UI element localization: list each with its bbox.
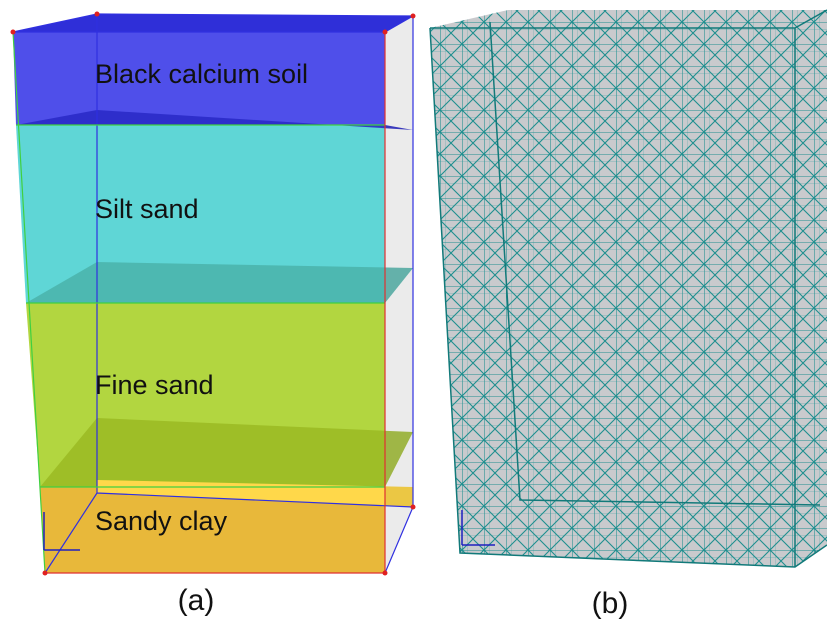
panel-label: (b) (592, 587, 629, 620)
panel-label: (a) (178, 584, 215, 617)
layer-label: Silt sand (95, 194, 199, 224)
layer-label: Sandy clay (95, 506, 228, 536)
panel-b: (b) (430, 10, 827, 620)
layer-top (13, 14, 413, 32)
side-face (385, 16, 413, 573)
mesh-overlay (430, 10, 827, 567)
figure: Black calcium soil Silt sand Fine sand S… (0, 0, 827, 627)
layer-label: Black calcium soil (95, 59, 308, 89)
panel-a: Black calcium soil Silt sand Fine sand S… (11, 12, 416, 617)
layer-label: Fine sand (95, 370, 214, 400)
